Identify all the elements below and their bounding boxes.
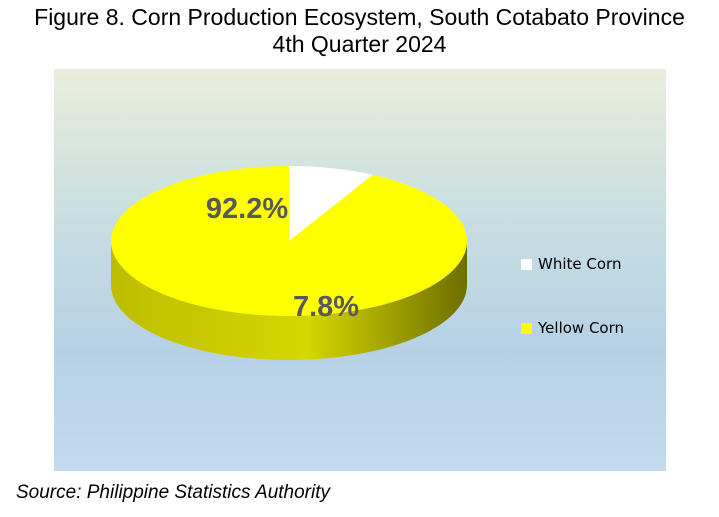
legend-label: White Corn [538,255,622,273]
chart-title: Figure 8. Corn Production Ecosystem, Sou… [0,4,719,58]
legend-swatch [521,258,532,270]
title-line-1: Figure 8. Corn Production Ecosystem, Sou… [34,4,685,30]
source-note: Source: Philippine Statistics Authority [16,482,331,503]
legend-item-yellow-corn: Yellow Corn [521,319,624,337]
data-label-yellow-corn: 92.2% [206,193,288,225]
pie-slice-yellow-corn [111,166,468,316]
plot-area: 7.8% 92.2% White Corn Yellow Corn [54,69,666,471]
pie-side-yellow-corn [111,241,467,360]
pie-slice-white-corn [289,166,373,241]
legend-item-white-corn: White Corn [521,255,621,273]
legend-swatch [521,322,532,334]
pie-chart: 7.8% 92.2% [111,166,468,360]
legend-label: Yellow Corn [538,319,625,337]
title-line-2: 4th Quarter 2024 [272,31,447,57]
data-label-white-corn: 7.8% [293,291,359,323]
